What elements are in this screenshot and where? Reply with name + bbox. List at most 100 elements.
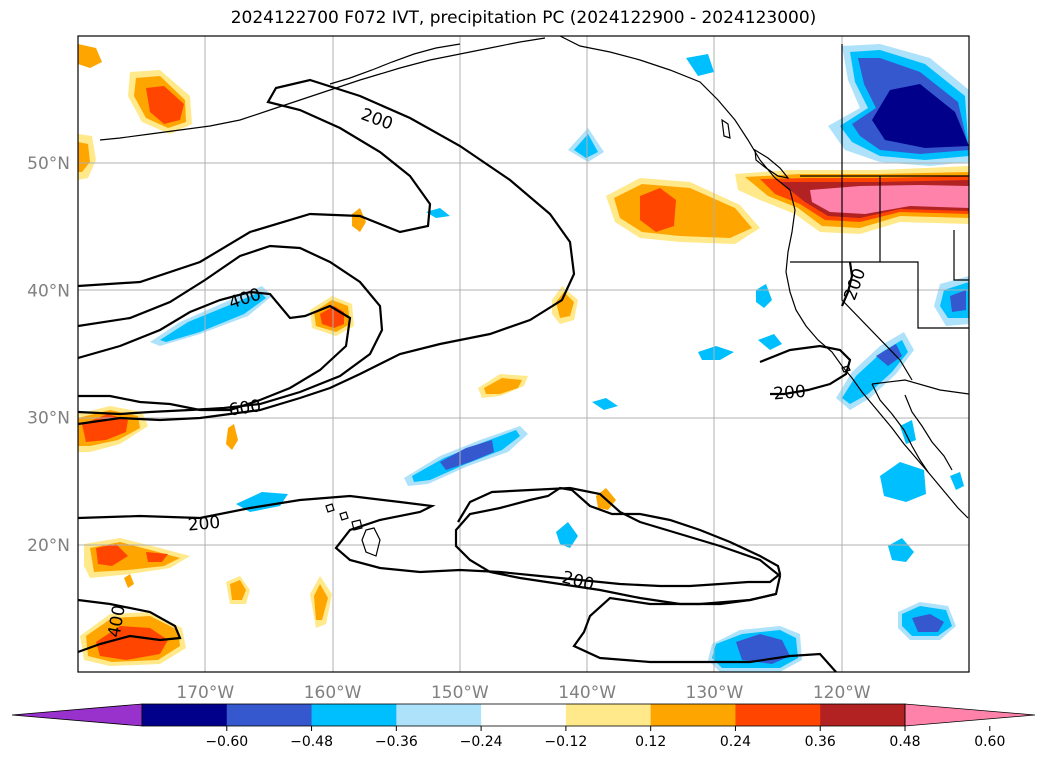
colorbar-bin xyxy=(820,704,906,726)
precip-region-147w-pos-2 xyxy=(484,378,522,394)
ivt-contour-200-south xyxy=(78,486,782,606)
precip-region-spot-2b xyxy=(314,584,328,620)
precip-region-spot-4 xyxy=(352,208,366,232)
colorbar-tick-label: −0.36 xyxy=(375,734,418,750)
ivt-contour-200-lower xyxy=(457,486,837,672)
precip-region-neg-spot-7 xyxy=(758,334,782,350)
colorbar-extend-low xyxy=(11,703,143,727)
ivt-contours xyxy=(78,78,854,672)
vancouver-island xyxy=(754,148,790,179)
us-west-coast xyxy=(785,189,969,519)
precip-region-nwpac-pos-3 xyxy=(146,86,184,124)
colorbar-tick-label: −0.48 xyxy=(290,734,333,750)
precip-region-spot-3 xyxy=(226,424,238,450)
haida-gwaii xyxy=(721,118,731,139)
map-background xyxy=(78,36,969,672)
state-border-1 xyxy=(841,176,969,329)
ivt-contour-label-text: 200 xyxy=(773,382,807,405)
precipitation-shading xyxy=(78,44,969,672)
precip-region-spot-1b xyxy=(230,580,246,600)
precip-region-135w-pos-3 xyxy=(640,188,676,232)
ivt-contour-600 xyxy=(78,290,352,412)
hawaii-kauai xyxy=(325,503,335,513)
ivt-contour-label: 200 xyxy=(773,382,807,405)
precip-region-left-edge-pos-1 xyxy=(78,44,102,68)
colorbar-tick-label: −0.24 xyxy=(460,734,503,750)
lat-tick-label: 30°N xyxy=(27,409,70,429)
precip-region-150w-neg-3 xyxy=(440,440,494,470)
coastlines xyxy=(99,36,969,557)
precip-region-se-neg-5c xyxy=(912,614,944,632)
precip-region-neg-spot-4 xyxy=(556,522,578,548)
precip-region-se-neg-6c xyxy=(736,634,790,664)
state-border-5 xyxy=(953,230,969,281)
aleutian-chain xyxy=(99,37,546,141)
lon-tick-label: 160°W xyxy=(304,683,362,703)
lon-tick-label: 130°W xyxy=(686,683,744,703)
gulf-of-california xyxy=(904,394,953,471)
lon-tick-label: 120°W xyxy=(813,683,871,703)
precip-region-spot-6 xyxy=(124,574,134,588)
lon-tick-label: 170°W xyxy=(176,683,234,703)
precip-region-165w-neg-2 xyxy=(160,292,266,342)
ivt-contour-400-sw xyxy=(78,598,182,654)
channel-islands xyxy=(841,365,851,373)
precip-region-left-edge-pos-3 xyxy=(78,142,90,172)
colorbar-tick-label: 0.24 xyxy=(720,734,751,750)
gridlines xyxy=(78,36,969,672)
ivt-contour-label: 600 xyxy=(227,396,262,420)
hawaii-maui xyxy=(351,519,363,531)
precip-region-se-neg-3 xyxy=(880,462,926,502)
ivt-contour-200-coast xyxy=(840,261,854,307)
latitude-tick-labels: 50°N 40°N 30°N 20°N xyxy=(27,154,70,556)
precip-region-se-neg-1c xyxy=(876,344,902,366)
precip-region-neg-spot-9 xyxy=(426,208,450,218)
colorbar-extend-high xyxy=(904,703,1036,727)
colorbar-bin xyxy=(311,704,397,726)
precip-region-hawaii-pos-1d xyxy=(146,552,168,562)
precip-region-neg-spot-6 xyxy=(698,346,734,360)
ivt-contour-200-north xyxy=(78,78,576,426)
lat-tick-label: 20°N xyxy=(27,536,70,556)
precip-region-nw-band-pink xyxy=(810,185,969,214)
colorbar-bin xyxy=(481,704,567,726)
baja-california xyxy=(871,383,929,473)
precip-region-canada-neg-4 xyxy=(872,84,969,148)
lat-tick-label: 40°N xyxy=(27,281,70,301)
mexico-border xyxy=(871,379,969,395)
hawaii-oahu xyxy=(339,511,349,521)
colorbar-bin xyxy=(735,704,821,726)
precip-region-se-neg-2c xyxy=(950,290,966,312)
precip-region-sw-pos-3 xyxy=(96,626,168,660)
ivt-contour-200-east xyxy=(759,344,852,396)
ivt-contour-label-text: 600 xyxy=(227,396,262,420)
lat-tick-label: 50°N xyxy=(27,154,70,174)
precip-region-neg-spot-3 xyxy=(236,492,288,512)
precip-region-neg-spot-8 xyxy=(592,398,618,410)
colorbar-tick-label: 0.60 xyxy=(974,734,1005,750)
precip-region-hawaii-pos-1c xyxy=(96,544,128,566)
bristol-area xyxy=(329,43,461,85)
hawaii-big-island xyxy=(361,527,381,557)
colorbar-tick-label: −0.12 xyxy=(544,734,587,750)
alaska-coast xyxy=(559,36,791,191)
precip-region-neg-spot-2 xyxy=(686,54,714,76)
colorbar-tick-label: 0.36 xyxy=(805,734,836,750)
colorbar-frame xyxy=(141,703,906,727)
colorbar: −0.60 −0.48 −0.36 −0.24 −0.12 0.12 0.24 0.36 0.4… xyxy=(11,703,1036,750)
map-title: 2024122700 F072 IVT, precipitation PC (2… xyxy=(230,8,817,28)
colorbar-bin xyxy=(142,704,228,726)
colorbar-bin xyxy=(565,704,652,726)
lon-tick-label: 140°W xyxy=(558,683,616,703)
precip-region-neg-spot-1b xyxy=(574,134,598,158)
ivt-contour-label-text: 200 xyxy=(187,513,221,536)
colorbar-bin xyxy=(396,704,482,726)
longitude-tick-labels: 170°W 160°W 150°W 140°W 130°W 120°W xyxy=(176,683,870,703)
colorbar-bin xyxy=(650,704,736,726)
precip-region-141w-pos-2 xyxy=(556,292,574,318)
precip-region-neg-spot-11 xyxy=(950,472,964,490)
colorbar-tick-label: 0.48 xyxy=(889,734,920,750)
ivt-contour-label: 200 xyxy=(187,513,221,536)
